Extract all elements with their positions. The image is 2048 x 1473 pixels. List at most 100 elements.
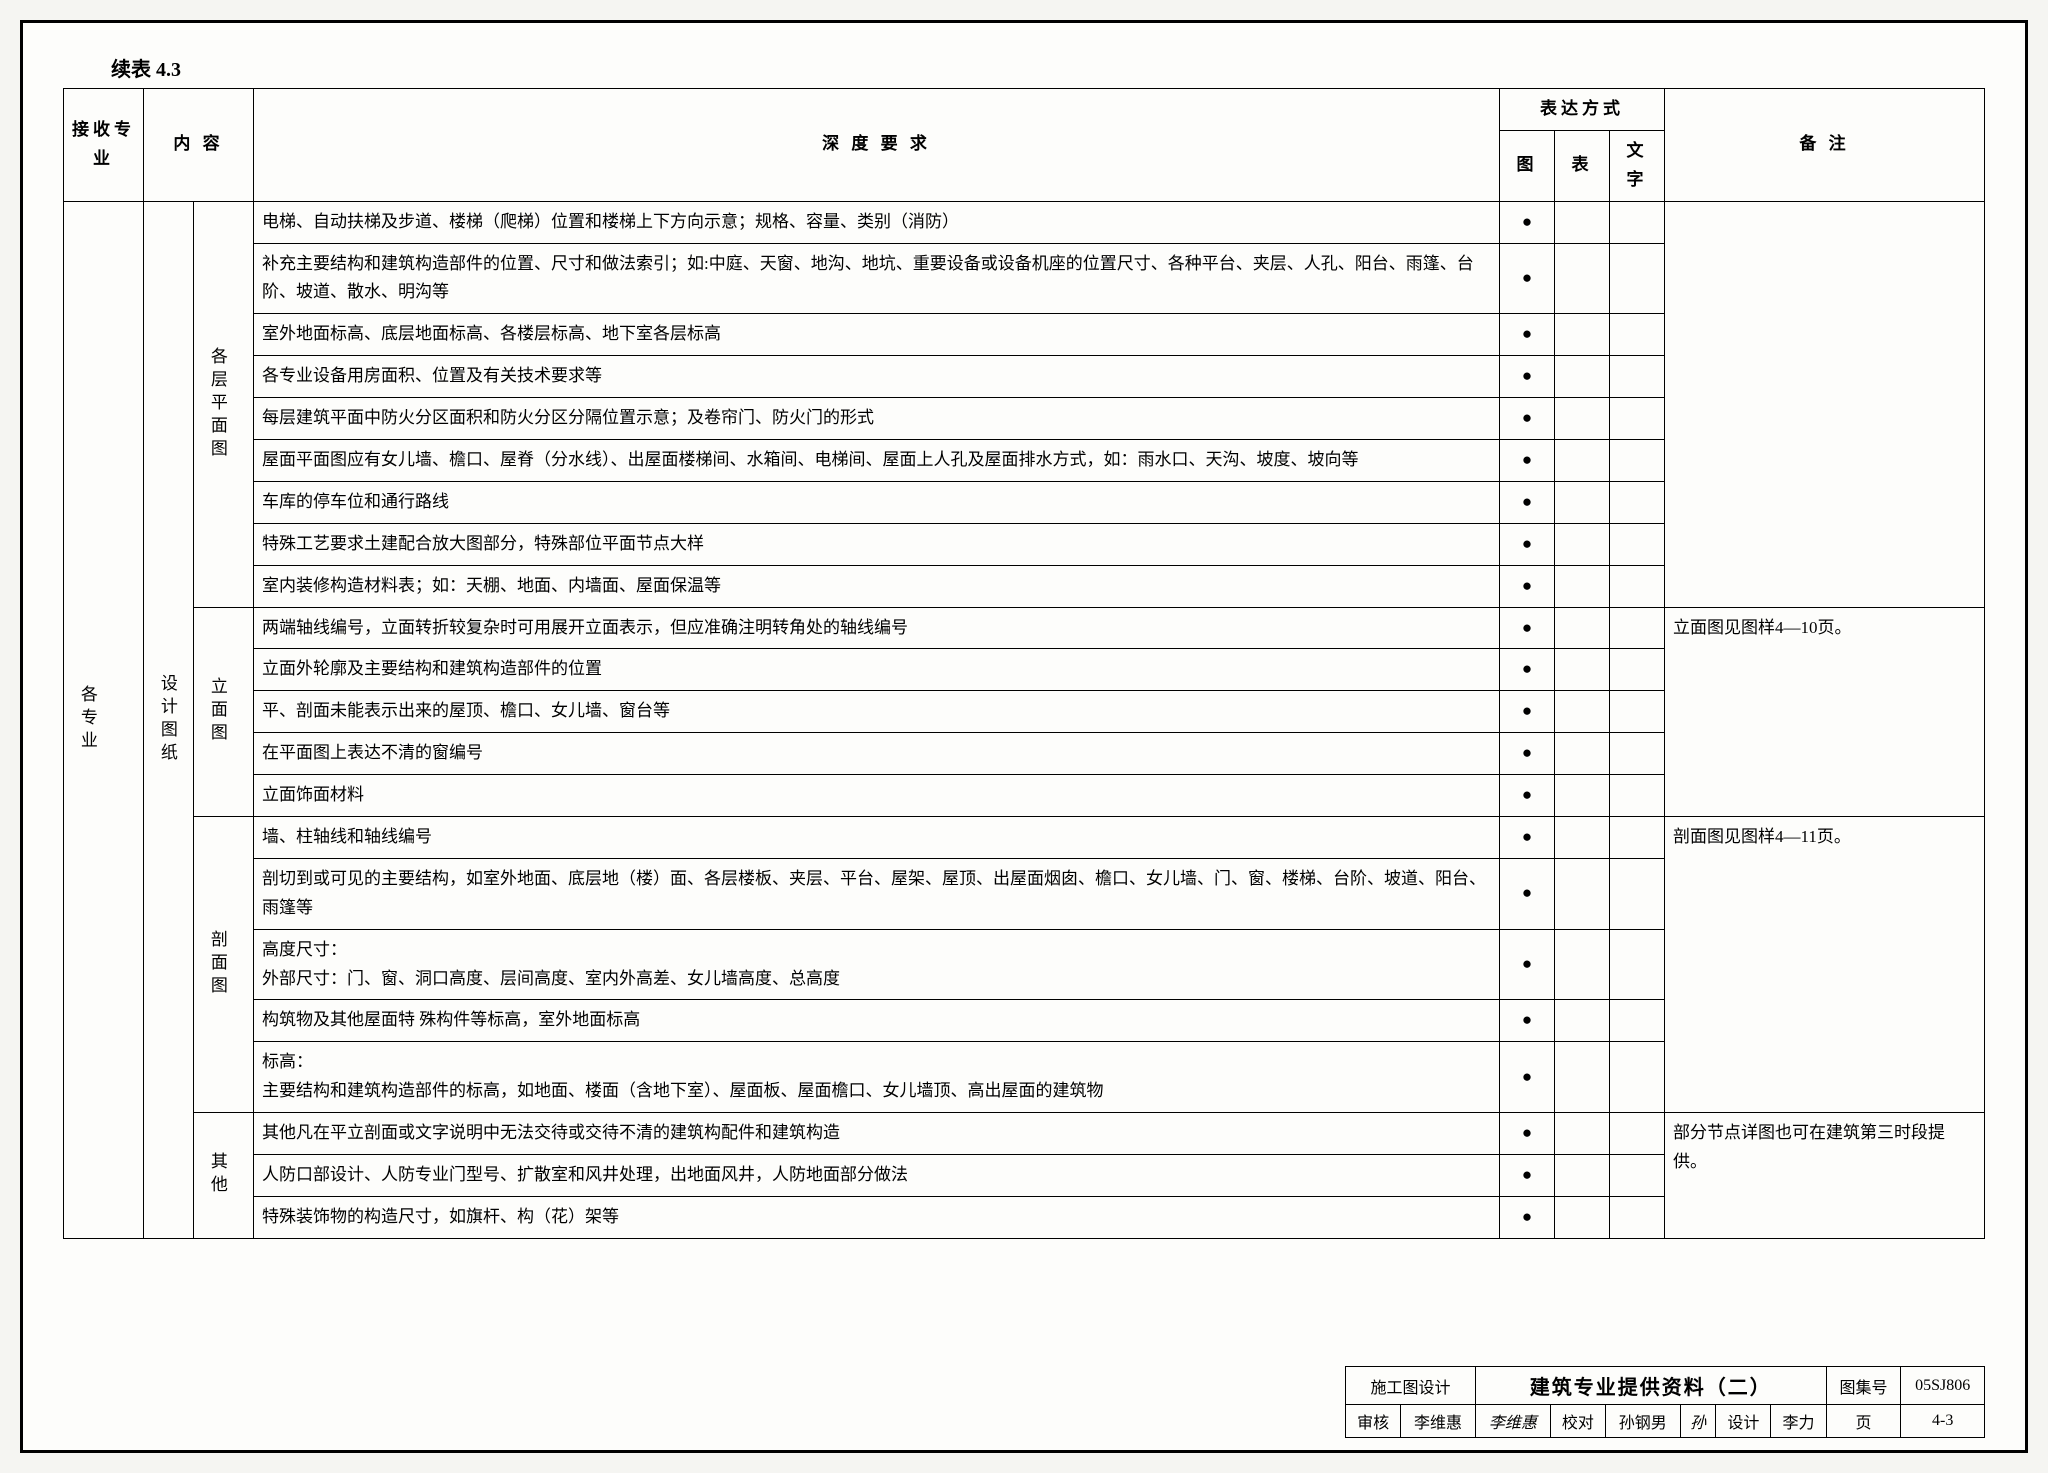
mark-biao: [1554, 201, 1609, 243]
mark-biao: [1554, 314, 1609, 356]
requirement-cell: 立面饰面材料: [254, 775, 1500, 817]
table-caption: 续表 4.3: [111, 53, 1985, 82]
mark-tu: ●: [1499, 775, 1554, 817]
mark-biao: [1554, 565, 1609, 607]
requirement-cell: 构筑物及其他屋面特 殊构件等标高，室外地面标高: [254, 1000, 1500, 1042]
requirement-cell: 特殊装饰物的构造尺寸，如旗杆、构（花）架等: [254, 1196, 1500, 1238]
mark-biao: [1554, 1042, 1609, 1113]
mark-tu: ●: [1499, 817, 1554, 859]
footer-jiaodui-sig: 孙: [1680, 1405, 1716, 1438]
mark-tu: ●: [1499, 314, 1554, 356]
mark-tu: ●: [1499, 1155, 1554, 1197]
mark-wz: [1609, 1113, 1664, 1155]
requirement-cell: 电梯、自动扶梯及步道、楼梯（爬梯）位置和楼梯上下方向示意；规格、容量、类别（消防…: [254, 201, 1500, 243]
mark-wz: [1609, 649, 1664, 691]
remark-cell: [1665, 201, 1985, 607]
header-col2: 内 容: [144, 89, 254, 202]
col2-cell: 设计图纸: [144, 201, 194, 1238]
table-body: 各专业设计图纸各层平面图电梯、自动扶梯及步道、楼梯（爬梯）位置和楼梯上下方向示意…: [64, 201, 1985, 1238]
mark-biao: [1554, 817, 1609, 859]
table-row: 各专业设计图纸各层平面图电梯、自动扶梯及步道、楼梯（爬梯）位置和楼梯上下方向示意…: [64, 201, 1985, 243]
footer-page-val: 4-3: [1901, 1405, 1985, 1438]
mark-wz: [1609, 929, 1664, 1000]
footer-stage: 施工图设计: [1346, 1367, 1476, 1405]
mark-biao: [1554, 858, 1609, 929]
mark-tu: ●: [1499, 858, 1554, 929]
mark-biao: [1554, 398, 1609, 440]
header-col1: 接收专业: [64, 89, 144, 202]
mark-wz: [1609, 356, 1664, 398]
header-remark: 备 注: [1665, 89, 1985, 202]
mark-biao: [1554, 929, 1609, 1000]
mark-wz: [1609, 398, 1664, 440]
header-wenzi: 文字: [1609, 130, 1664, 201]
table-row: 剖面图墙、柱轴线和轴线编号●剖面图见图样4—11页。: [64, 817, 1985, 859]
mark-wz: [1609, 440, 1664, 482]
header-col3: 深 度 要 求: [254, 89, 1500, 202]
header-biao: 表: [1554, 130, 1609, 201]
requirement-cell: 人防口部设计、人防专业门型号、扩散室和风井处理，出地面风井，人防地面部分做法: [254, 1155, 1500, 1197]
mark-wz: [1609, 523, 1664, 565]
footer-sheji-name: 李力: [1771, 1405, 1826, 1438]
mark-biao: [1554, 607, 1609, 649]
footer-shenhe-name: 李维惠: [1401, 1405, 1476, 1438]
main-table: 接收专业 内 容 深 度 要 求 表达方式 备 注 图 表 文字 各专业设计图纸…: [63, 88, 1985, 1239]
requirement-cell: 墙、柱轴线和轴线编号: [254, 817, 1500, 859]
mark-biao: [1554, 775, 1609, 817]
mark-wz: [1609, 607, 1664, 649]
requirement-cell: 每层建筑平面中防火分区面积和防火分区分隔位置示意；及卷帘门、防火门的形式: [254, 398, 1500, 440]
table-row: 立面图两端轴线编号，立面转折较复杂时可用展开立面表示，但应准确注明转角处的轴线编…: [64, 607, 1985, 649]
table-head: 接收专业 内 容 深 度 要 求 表达方式 备 注 图 表 文字: [64, 89, 1985, 202]
footer-shenhe-sig: 李维惠: [1475, 1405, 1550, 1438]
mark-tu: ●: [1499, 691, 1554, 733]
mark-tu: ●: [1499, 440, 1554, 482]
requirement-cell: 其他凡在平立剖面或文字说明中无法交待或交待不清的建筑构配件和建筑构造: [254, 1113, 1500, 1155]
footer-tuji-label: 图集号: [1826, 1367, 1901, 1405]
remark-cell: 部分节点详图也可在建筑第三时段提供。: [1665, 1113, 1985, 1239]
mark-wz: [1609, 565, 1664, 607]
mark-tu: ●: [1499, 929, 1554, 1000]
group-label-cell: 其他: [194, 1113, 254, 1239]
requirement-cell: 两端轴线编号，立面转折较复杂时可用展开立面表示，但应准确注明转角处的轴线编号: [254, 607, 1500, 649]
mark-tu: ●: [1499, 243, 1554, 314]
table-row: 其他其他凡在平立剖面或文字说明中无法交待或交待不清的建筑构配件和建筑构造●部分节…: [64, 1113, 1985, 1155]
mark-wz: [1609, 481, 1664, 523]
mark-tu: ●: [1499, 1000, 1554, 1042]
footer-sheji-label: 设计: [1716, 1405, 1771, 1438]
page-frame: 续表 4.3 接收专业 内 容 深 度 要 求 表达方式 备 注 图 表 文字 …: [20, 20, 2028, 1453]
mark-tu: ●: [1499, 1113, 1554, 1155]
requirement-cell: 立面外轮廓及主要结构和建筑构造部件的位置: [254, 649, 1500, 691]
mark-wz: [1609, 1155, 1664, 1197]
mark-biao: [1554, 649, 1609, 691]
mark-tu: ●: [1499, 733, 1554, 775]
header-expr-group: 表达方式: [1499, 89, 1664, 131]
requirement-cell: 平、剖面未能表示出来的屋顶、檐口、女儿墙、窗台等: [254, 691, 1500, 733]
requirement-cell: 车库的停车位和通行路线: [254, 481, 1500, 523]
footer-tuji-val: 05SJ806: [1901, 1367, 1985, 1405]
mark-tu: ●: [1499, 649, 1554, 691]
mark-wz: [1609, 1196, 1664, 1238]
titleblock: 施工图设计 建筑专业提供资料（二） 图集号 05SJ806 审核 李维惠 李维惠…: [1345, 1366, 1985, 1438]
group-label-cell: 各层平面图: [194, 201, 254, 607]
mark-tu: ●: [1499, 201, 1554, 243]
mark-biao: [1554, 1196, 1609, 1238]
requirement-cell: 室外地面标高、底层地面标高、各楼层标高、地下室各层标高: [254, 314, 1500, 356]
mark-wz: [1609, 733, 1664, 775]
requirement-cell: 高度尺寸： 外部尺寸：门、窗、洞口高度、层间高度、室内外高差、女儿墙高度、总高度: [254, 929, 1500, 1000]
remark-cell: 立面图见图样4—10页。: [1665, 607, 1985, 816]
mark-biao: [1554, 1000, 1609, 1042]
mark-tu: ●: [1499, 565, 1554, 607]
mark-biao: [1554, 733, 1609, 775]
mark-biao: [1554, 243, 1609, 314]
mark-wz: [1609, 314, 1664, 356]
mark-tu: ●: [1499, 398, 1554, 440]
requirement-cell: 室内装修构造材料表；如：天棚、地面、内墙面、屋面保温等: [254, 565, 1500, 607]
mark-wz: [1609, 1042, 1664, 1113]
mark-tu: ●: [1499, 1042, 1554, 1113]
mark-tu: ●: [1499, 607, 1554, 649]
requirement-cell: 屋面平面图应有女儿墙、檐口、屋脊（分水线）、出屋面楼梯间、水箱间、电梯间、屋面上…: [254, 440, 1500, 482]
requirement-cell: 各专业设备用房面积、位置及有关技术要求等: [254, 356, 1500, 398]
requirement-cell: 在平面图上表达不清的窗编号: [254, 733, 1500, 775]
group-label-cell: 剖面图: [194, 817, 254, 1113]
mark-biao: [1554, 356, 1609, 398]
